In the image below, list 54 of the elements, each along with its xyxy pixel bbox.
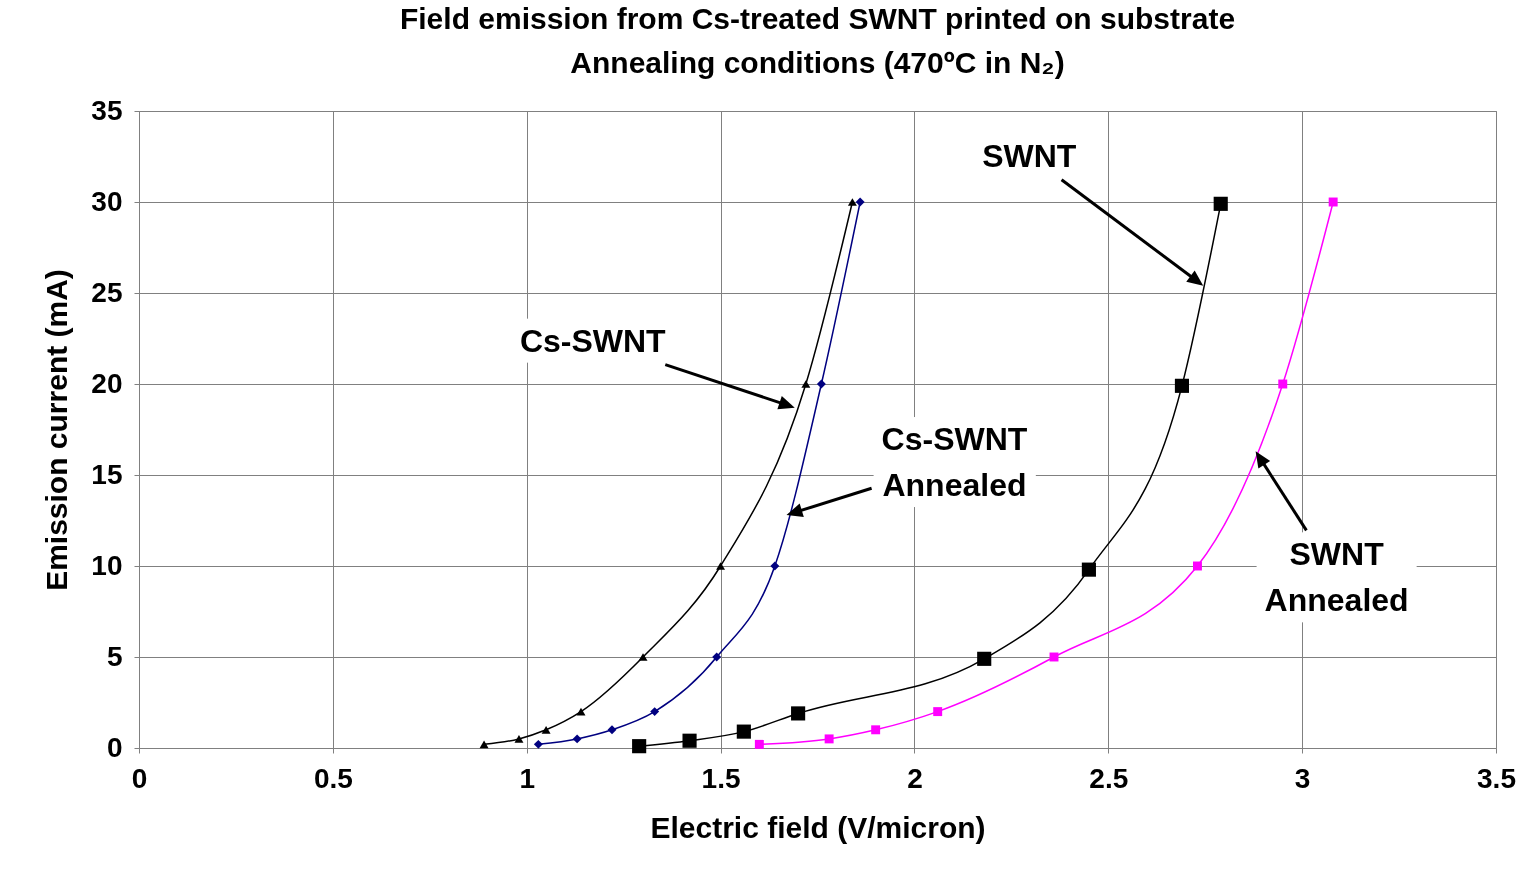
point bbox=[716, 562, 726, 570]
x-axis-title: Electric field (V/micron) bbox=[650, 810, 986, 844]
point bbox=[650, 707, 660, 717]
x-tick-label: 0 bbox=[131, 762, 148, 794]
y-tick-label: 30 bbox=[91, 185, 123, 217]
y-tick-label: 5 bbox=[106, 640, 123, 672]
annotation: SWNT Annealed bbox=[1264, 536, 1409, 619]
x-tick-label: 1 bbox=[519, 762, 535, 794]
point bbox=[632, 739, 647, 754]
x-tick-label: 3 bbox=[1294, 762, 1311, 794]
annotation: Cs-SWNT Annealed bbox=[881, 421, 1028, 504]
point bbox=[541, 725, 551, 734]
point bbox=[638, 653, 648, 661]
point bbox=[855, 197, 865, 207]
point bbox=[1192, 561, 1202, 571]
chart-subtitle: Annealing conditions (470ºC in N₂) bbox=[570, 46, 1065, 79]
point bbox=[847, 198, 857, 206]
point bbox=[933, 707, 943, 717]
x-tick-label: 2.5 bbox=[1089, 762, 1129, 794]
point bbox=[607, 725, 617, 735]
y-tick-label: 0 bbox=[106, 731, 123, 763]
point bbox=[1213, 196, 1228, 211]
point bbox=[871, 725, 881, 735]
point bbox=[1328, 197, 1338, 207]
y-axis-title: Emission current (mA) bbox=[40, 269, 74, 591]
y-tick-label: 10 bbox=[91, 549, 123, 581]
y-tick-label: 25 bbox=[91, 276, 123, 308]
point bbox=[1278, 379, 1288, 389]
y-tick-label: 35 bbox=[91, 94, 123, 126]
y-tick-label: 20 bbox=[91, 367, 123, 399]
annotation: Cs-SWNT bbox=[519, 322, 667, 359]
y-tick-label: 15 bbox=[91, 458, 123, 490]
point bbox=[754, 739, 764, 749]
point bbox=[682, 733, 697, 748]
point bbox=[977, 651, 992, 666]
x-tick-label: 2 bbox=[907, 762, 923, 794]
point bbox=[770, 561, 780, 571]
point bbox=[712, 652, 722, 662]
point bbox=[791, 706, 806, 721]
x-tick-label: 0.5 bbox=[313, 762, 353, 794]
point bbox=[514, 735, 524, 743]
point bbox=[824, 734, 834, 744]
point bbox=[736, 724, 751, 739]
chart-title: Field emission from Cs-treated SWNT printed on substrate bbox=[399, 2, 1236, 35]
point bbox=[801, 380, 811, 388]
point bbox=[816, 379, 826, 389]
point bbox=[479, 740, 489, 749]
annotation: SWNT bbox=[982, 137, 1077, 174]
point bbox=[1174, 378, 1190, 393]
point bbox=[1081, 562, 1096, 577]
point bbox=[533, 739, 543, 749]
point bbox=[572, 734, 582, 744]
x-tick-label: 1.5 bbox=[701, 762, 741, 794]
x-tick-label: 3.5 bbox=[1477, 762, 1516, 794]
